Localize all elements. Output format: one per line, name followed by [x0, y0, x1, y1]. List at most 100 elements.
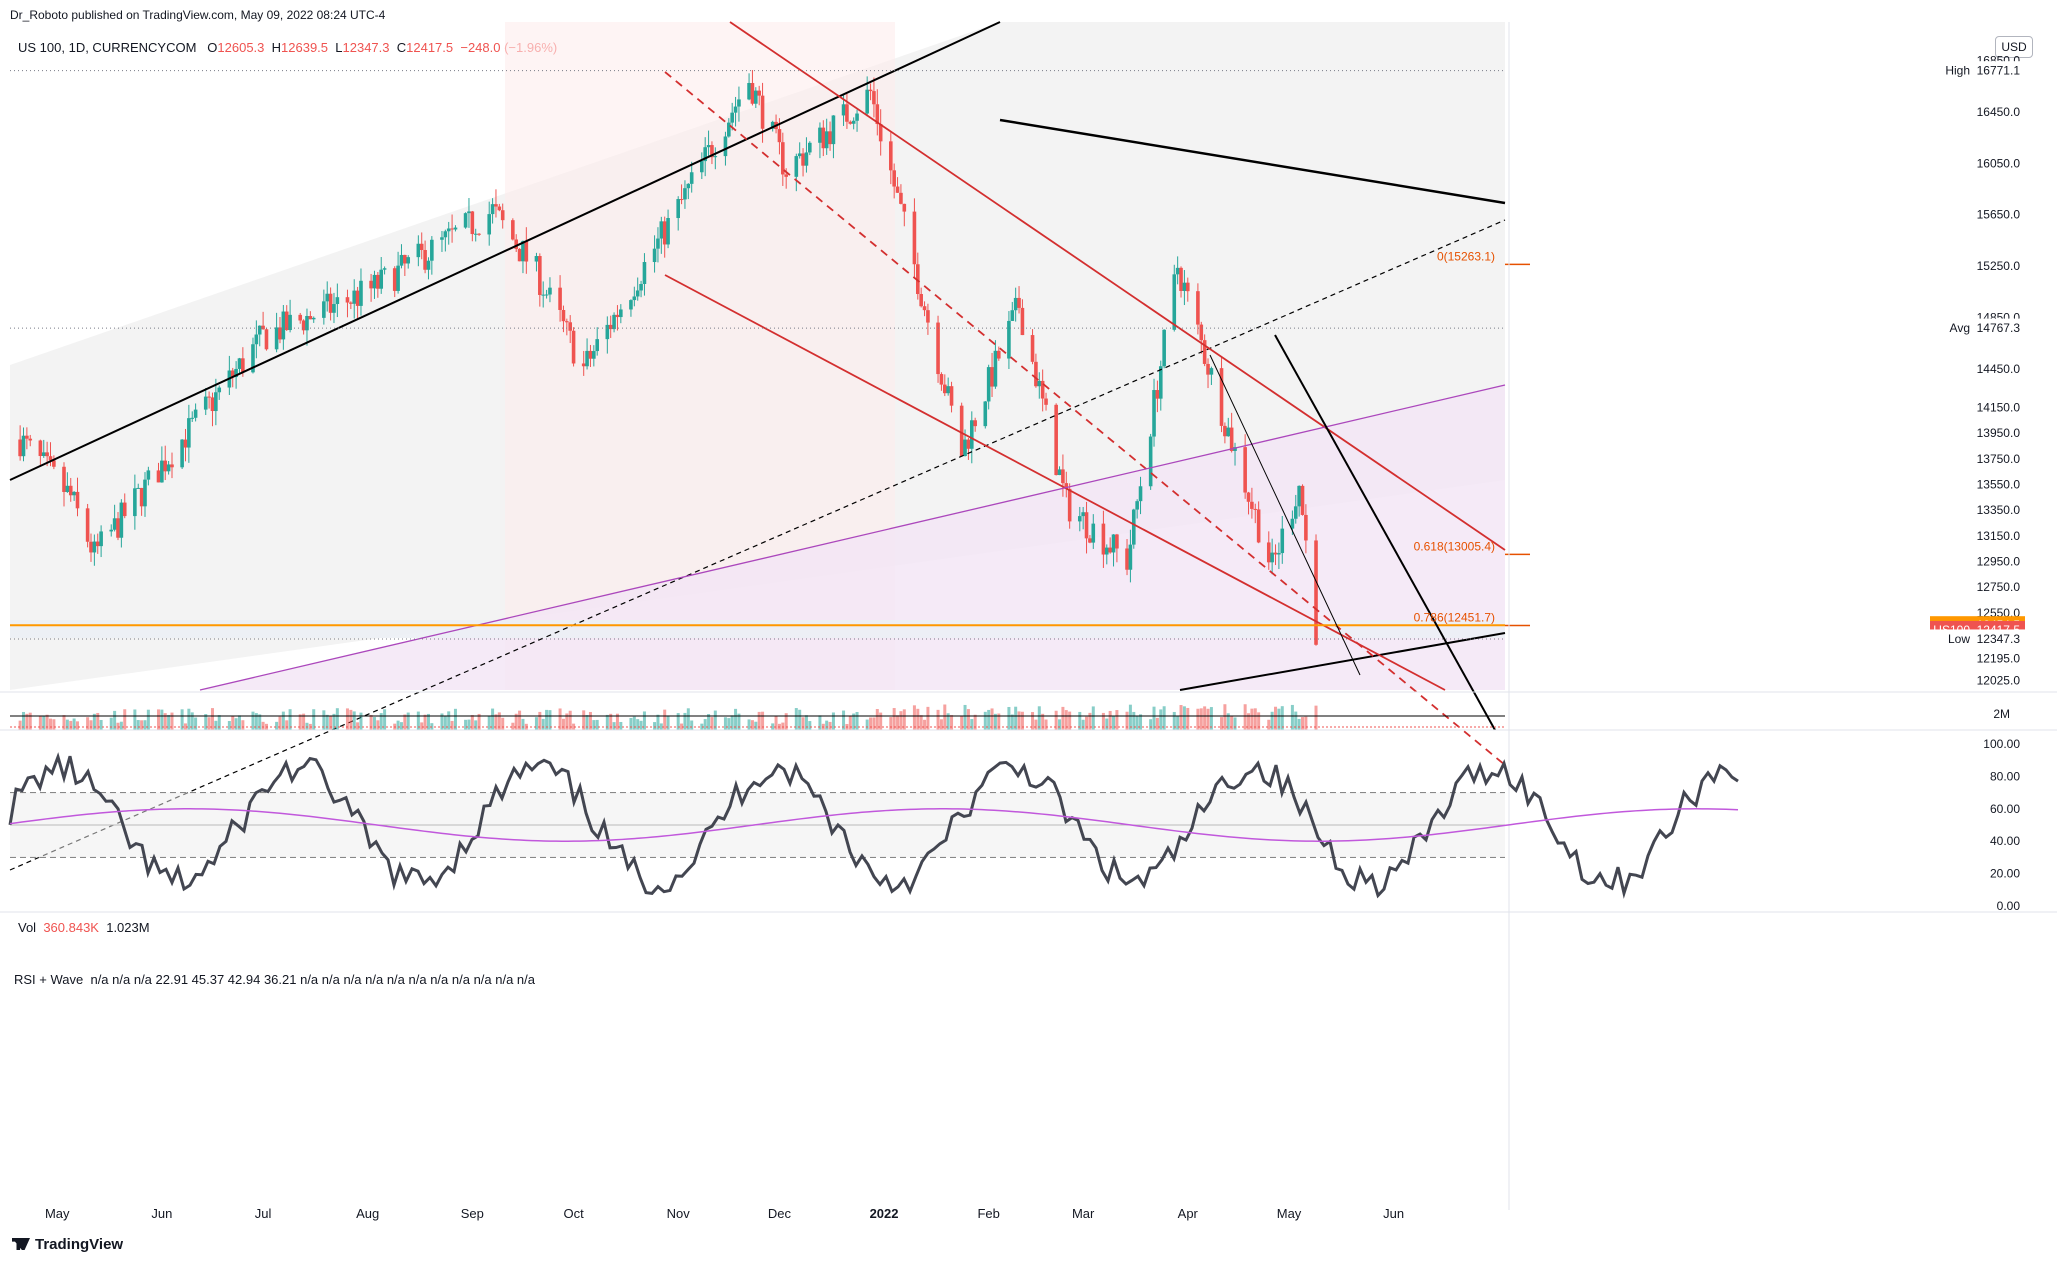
rsi-values: n/a n/a n/a 22.91 45.37 42.94 36.21 n/a …: [90, 972, 536, 987]
volume-bar: [663, 709, 667, 730]
candle-body: [403, 254, 407, 264]
volume-bars: [10, 704, 1505, 730]
candle-body: [919, 294, 923, 307]
volume-bar: [210, 708, 214, 730]
candle-body: [1280, 528, 1285, 554]
volume-bar: [1196, 708, 1200, 730]
candle-body: [119, 502, 124, 538]
volume-bar: [939, 719, 943, 730]
candle-body: [642, 262, 647, 284]
volume-bar: [892, 708, 896, 730]
volume-bar: [399, 722, 403, 730]
volume-bar: [548, 710, 552, 730]
candle-body: [1250, 501, 1254, 509]
candle-body: [18, 439, 22, 457]
candle-body: [608, 324, 613, 330]
rsi-line: [8, 752, 1739, 899]
time-tick-label: May: [1277, 1206, 1302, 1221]
price-tick-label: 15650.0: [1977, 208, 2021, 222]
volume-bar: [25, 713, 29, 730]
volume-bar: [214, 720, 218, 730]
volume-bar: [561, 718, 565, 730]
candle-body: [889, 141, 893, 171]
symbol-name[interactable]: US 100, 1D, CURRENCYCOM: [18, 40, 197, 55]
candle-body: [1128, 544, 1133, 570]
currency-button[interactable]: USD: [1995, 36, 2033, 58]
candle-body: [1007, 320, 1011, 359]
candle-body: [942, 384, 947, 394]
candle-body: [25, 435, 29, 439]
volume-bar: [190, 712, 194, 730]
volume-bar: [136, 720, 140, 730]
volume-bar: [747, 719, 751, 730]
volume-bar: [568, 710, 572, 730]
candle-body: [966, 439, 971, 449]
candle-body: [257, 325, 262, 335]
volume-bar: [258, 714, 262, 730]
candle-body: [416, 243, 421, 258]
candle-body: [369, 280, 373, 289]
candle-body: [548, 287, 552, 295]
volume-bar: [1294, 711, 1298, 730]
candle-body: [1223, 425, 1227, 437]
price-marker-box: [1929, 629, 2026, 649]
volume-bar: [288, 709, 292, 730]
candle-body: [183, 439, 188, 448]
volume-bar: [804, 715, 808, 730]
tradingview-logo[interactable]: TradingView: [12, 1236, 123, 1253]
candle-body: [430, 239, 434, 261]
volume-bar: [1105, 718, 1109, 730]
candle-body: [595, 339, 600, 352]
candle-body: [754, 90, 758, 104]
candle-body: [969, 420, 974, 449]
candle-body: [68, 485, 73, 496]
candle-body: [875, 104, 880, 125]
candle-body: [733, 106, 738, 113]
candle-body: [703, 147, 707, 162]
time-tick-label: Jun: [1383, 1206, 1404, 1221]
candle-body: [28, 438, 33, 441]
candle-body: [230, 370, 235, 378]
rsi-title[interactable]: RSI + Wave: [14, 972, 84, 987]
price-tick-label: 14150.0: [1977, 400, 2021, 414]
candle-body: [777, 129, 782, 143]
candle-body: [585, 350, 589, 367]
volume-bar: [89, 720, 93, 730]
candle-body: [1044, 398, 1048, 405]
candle-body: [38, 440, 43, 457]
candle-body: [190, 417, 195, 419]
candle-body: [959, 405, 964, 457]
candle-body: [723, 136, 728, 157]
candle-body: [538, 256, 542, 295]
candle-body: [1172, 274, 1177, 330]
volume-bar: [494, 714, 498, 730]
volume-bar: [592, 720, 596, 730]
candle-body: [335, 297, 340, 305]
candle-body: [494, 204, 498, 207]
candle-body: [62, 466, 66, 492]
volume-bar: [585, 715, 589, 730]
candle-body: [308, 316, 313, 320]
volume-bar: [322, 710, 326, 730]
volume-bar: [1155, 717, 1159, 730]
volume-bar: [116, 722, 120, 730]
volume-bar: [666, 715, 670, 730]
volume-bar: [359, 712, 363, 730]
candle-body: [446, 228, 451, 232]
volume-bar: [1132, 711, 1136, 730]
tradingview-icon: [12, 1238, 30, 1250]
candle-body: [1175, 267, 1180, 275]
candle-body: [1115, 534, 1119, 549]
candle-body: [662, 221, 667, 245]
candle-body: [541, 294, 546, 296]
volume-bar: [1068, 711, 1072, 730]
candle-body: [1290, 518, 1295, 529]
candle-body: [328, 293, 333, 313]
volume-bar: [345, 708, 349, 730]
candle-body: [376, 274, 380, 289]
volume-bar: [109, 717, 113, 730]
price-tick-label: 12750.0: [1977, 580, 2021, 594]
volume-bar: [912, 705, 916, 730]
volume-bar: [187, 708, 191, 730]
